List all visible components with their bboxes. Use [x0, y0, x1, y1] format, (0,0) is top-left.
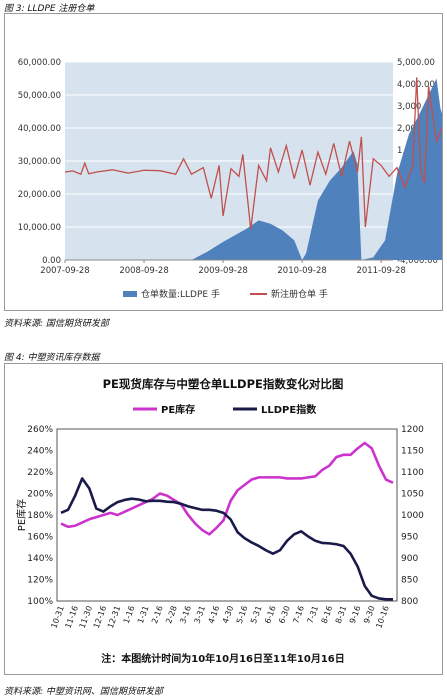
chart1-legend-swatch-area [123, 291, 137, 297]
chart1-legend-label: 新注册仓单 手 [271, 288, 328, 300]
chart1-legend-label: 仓单数量:LLDPE 手 [141, 288, 220, 300]
chart2-y-left-tick: 140% [27, 554, 53, 564]
chart1-y-left-tick: 50,000.00 [18, 91, 61, 101]
chart2-legend-label: LLDPE指数 [261, 403, 317, 416]
chart2-series-pe-inventory-line [60, 441, 394, 536]
figure2-source: 资料来源: 中塑资讯网、国信期货研发部 [4, 687, 163, 697]
chart1-title: LLDPE仓单 [190, 30, 256, 45]
chart2-y-right-tick: 1050 [401, 490, 424, 500]
lldpe-warehouse-receipt-chart: LLDPE仓单 0.00 10,000.00 20,000.00 30,000.00 40… [4, 13, 443, 311]
chart2-y-left-tick: 120% [27, 576, 53, 586]
figure1-caption: 图 3: LLDPE 注册仓单 [4, 4, 95, 14]
chart2-y-right-tick: 900 [401, 554, 418, 564]
chart1-y-right-tick: 5,000.00 [397, 58, 435, 68]
chart2-y-right-tick: 1200 [401, 425, 424, 435]
chart1-x-tick: 2008-09-28 [119, 266, 168, 276]
chart1-series-new-registrations-line [64, 77, 442, 230]
chart2-y-left-tick: 180% [27, 511, 53, 521]
chart1-x-tick: 2010-09-28 [277, 266, 326, 276]
chart1-series-warehouse-receipts-area [65, 78, 442, 260]
chart2-y-right-tick: 950 [401, 533, 418, 543]
chart2-y-right-tick: 850 [401, 576, 418, 586]
chart2-y-right-tick: 800 [401, 597, 418, 607]
chart2-y-right-tick: 1000 [401, 511, 424, 521]
chart2-y-right-tick: 1150 [401, 447, 424, 457]
chart2-y-left-tick: 100% [27, 597, 53, 607]
chart2-y-left-tick: 220% [27, 468, 53, 478]
chart2-title: PE现货库存与中塑仓单LLDPE指数变化对比图 [103, 377, 344, 391]
figure1-source: 资料来源: 国信期货研发部 [4, 319, 109, 329]
chart1-y-left-tick: 0.00 [42, 256, 61, 266]
pe-inventory-vs-lldpe-index-chart: PE现货库存与中塑仓单LLDPE指数变化对比图 PE库存 LLDPE指数 100% 12… [4, 363, 443, 675]
chart1-svg: LLDPE仓单 0.00 10,000.00 20,000.00 30,000.00 40… [5, 14, 442, 310]
chart1-x-tick: 2009-09-28 [198, 266, 247, 276]
chart2-y-right-tick: 1100 [401, 468, 424, 478]
chart2-legend-label: PE库存 [161, 403, 195, 416]
chart1-x-tick: 2007-09-28 [40, 266, 89, 276]
figure2-caption: 图 4: 中塑资讯库存数据 [4, 353, 100, 363]
chart1-y-left-tick: 40,000.00 [18, 124, 61, 134]
chart1-x-tick: 2011-09-28 [356, 266, 405, 276]
chart2-series-lldpe-index-line [60, 477, 393, 601]
chart2-y-left-label: PE库存 [15, 499, 28, 531]
chart1-y-left-tick: 60,000.00 [18, 58, 61, 68]
chart2-y-left-tick: 200% [27, 490, 53, 500]
chart1-y-left-tick: 10,000.00 [18, 223, 61, 233]
chart1-y-left-tick: 30,000.00 [18, 157, 61, 167]
chart1-y-left-tick: 20,000.00 [18, 190, 61, 200]
chart1-y-right-tick: -4,000.00 [397, 256, 438, 266]
chart2-y-left-tick: 260% [27, 425, 53, 435]
chart2-svg: PE现货库存与中塑仓单LLDPE指数变化对比图 PE库存 LLDPE指数 100% 12… [5, 364, 442, 674]
chart2-y-left-tick: 160% [27, 533, 53, 543]
chart2-y-left-tick: 240% [27, 447, 53, 457]
chart2-note: 注：本图统计时间为10年10月16日至11年10月16日 [101, 652, 345, 665]
